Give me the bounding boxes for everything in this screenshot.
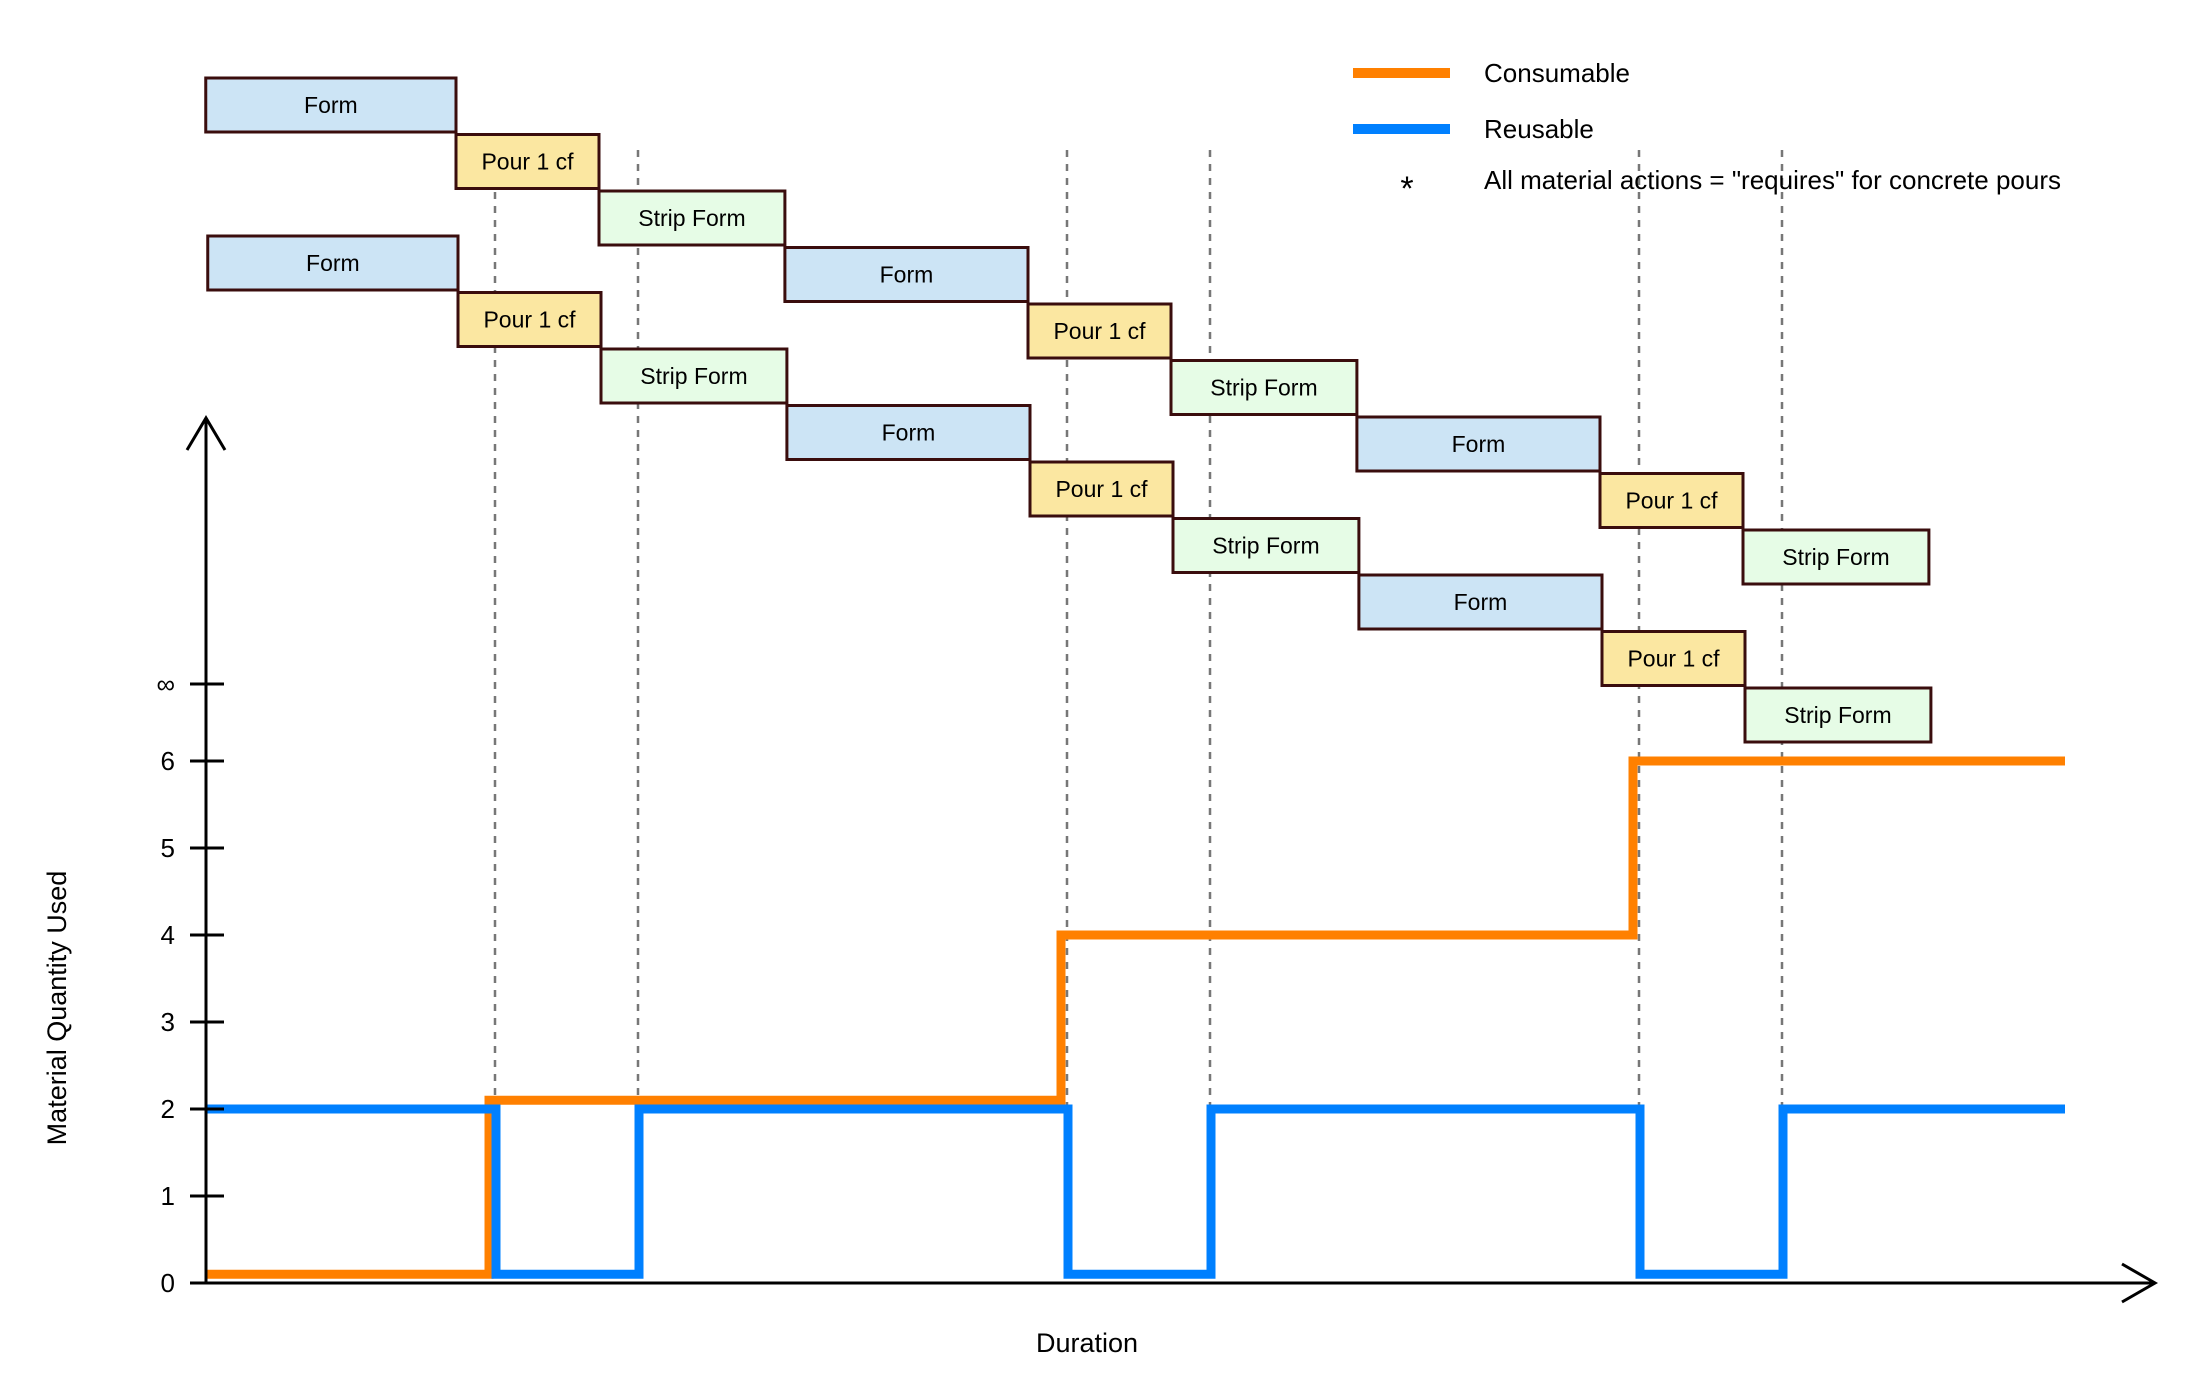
task-box: Strip Form: [599, 347, 789, 405]
task-box-rect: [454, 133, 601, 190]
task-box-label: Strip Form: [640, 363, 747, 389]
task-boxes: Form Pour 1 cf Strip Form Form Pour 1 cf Stri…: [204, 76, 1933, 744]
task-box: Strip Form: [1169, 359, 1359, 416]
task-box-label: Pour 1 cf: [1627, 646, 1720, 672]
task-box: Strip Form: [1171, 517, 1361, 574]
task-box-label: Form: [1452, 431, 1506, 457]
y-tick-label: 3: [161, 1007, 175, 1037]
task-box-label: Form: [304, 92, 358, 118]
task-box-label: Strip Form: [1782, 544, 1889, 570]
x-axis-title: Duration: [1036, 1328, 1138, 1358]
task-box: Strip Form: [597, 189, 787, 247]
task-box: Pour 1 cf: [456, 291, 603, 348]
legend-note-symbol: *: [1400, 170, 1413, 208]
task-box: Pour 1 cf: [1028, 460, 1175, 518]
task-box-rect: [1600, 630, 1747, 687]
task-box: Pour 1 cf: [1600, 630, 1747, 687]
y-tick-label: ∞: [156, 669, 175, 699]
task-box-label: Pour 1 cf: [483, 307, 576, 333]
task-box-label: Pour 1 cf: [1625, 488, 1718, 514]
task-box-label: Pour 1 cf: [1055, 476, 1148, 502]
task-box-rect: [1026, 302, 1173, 360]
x-axis-arrow: [2121, 1262, 2159, 1304]
y-tick-label: 6: [161, 746, 175, 776]
task-box-rect: [1741, 528, 1931, 586]
task-box-rect: [783, 246, 1030, 303]
y-tick-label: 0: [161, 1268, 175, 1298]
y-axis-arrow: [185, 415, 227, 451]
task-box: Form: [785, 404, 1032, 461]
task-box-rect: [599, 347, 789, 405]
y-tick-label: 4: [161, 920, 175, 950]
task-box-label: Form: [1454, 589, 1508, 615]
task-box-rect: [785, 404, 1032, 461]
task-box-rect: [1028, 460, 1175, 518]
legend-note-text: All material actions = "requires" for co…: [1484, 165, 2061, 195]
task-box-rect: [456, 291, 603, 348]
y-tick-label: 1: [161, 1181, 175, 1211]
task-box: Form: [783, 246, 1030, 303]
task-box-rect: [1598, 472, 1745, 529]
task-box-rect: [1169, 359, 1359, 416]
task-box: Form: [204, 76, 458, 134]
task-box-rect: [206, 234, 460, 292]
task-box: Pour 1 cf: [1026, 302, 1173, 360]
series-line-reusable: [206, 1104, 2065, 1279]
task-box-label: Form: [882, 420, 936, 446]
task-box: Form: [1357, 573, 1604, 631]
task-box-label: Strip Form: [1212, 533, 1319, 559]
task-box-rect: [1355, 415, 1602, 473]
legend-label-reusable: Reusable: [1484, 114, 1594, 144]
task-box-rect: [204, 76, 458, 134]
task-box: Form: [206, 234, 460, 292]
series-line-consumable: [206, 756, 2065, 1279]
task-box-rect: [1743, 686, 1933, 744]
task-box-label: Strip Form: [1784, 702, 1891, 728]
series-lines: [206, 756, 2065, 1279]
axes: 0 1 2 3 4 5 6 ∞ Duration Material Quantity Used: [42, 415, 2159, 1358]
task-box: Pour 1 cf: [1598, 472, 1745, 529]
y-tick-label: 2: [161, 1094, 175, 1124]
task-box-rect: [1357, 573, 1604, 631]
task-box-label: Pour 1 cf: [481, 149, 574, 175]
legend: Consumable Reusable * All material actio…: [1353, 58, 2061, 208]
task-box: Strip Form: [1743, 686, 1933, 744]
task-box: Strip Form: [1741, 528, 1931, 586]
task-box-label: Pour 1 cf: [1053, 318, 1146, 344]
task-box-label: Form: [880, 262, 934, 288]
task-box-rect: [597, 189, 787, 247]
y-axis-title: Material Quantity Used: [42, 871, 72, 1146]
task-box-label: Strip Form: [638, 205, 745, 231]
task-box-label: Strip Form: [1210, 375, 1317, 401]
y-tick-label: 5: [161, 833, 175, 863]
task-box-rect: [1171, 517, 1361, 574]
task-box: Form: [1355, 415, 1602, 473]
task-box-label: Form: [306, 250, 360, 276]
legend-label-consumable: Consumable: [1484, 58, 1630, 88]
task-box: Pour 1 cf: [454, 133, 601, 190]
y-ticks: 0 1 2 3 4 5 6 ∞: [156, 669, 224, 1298]
